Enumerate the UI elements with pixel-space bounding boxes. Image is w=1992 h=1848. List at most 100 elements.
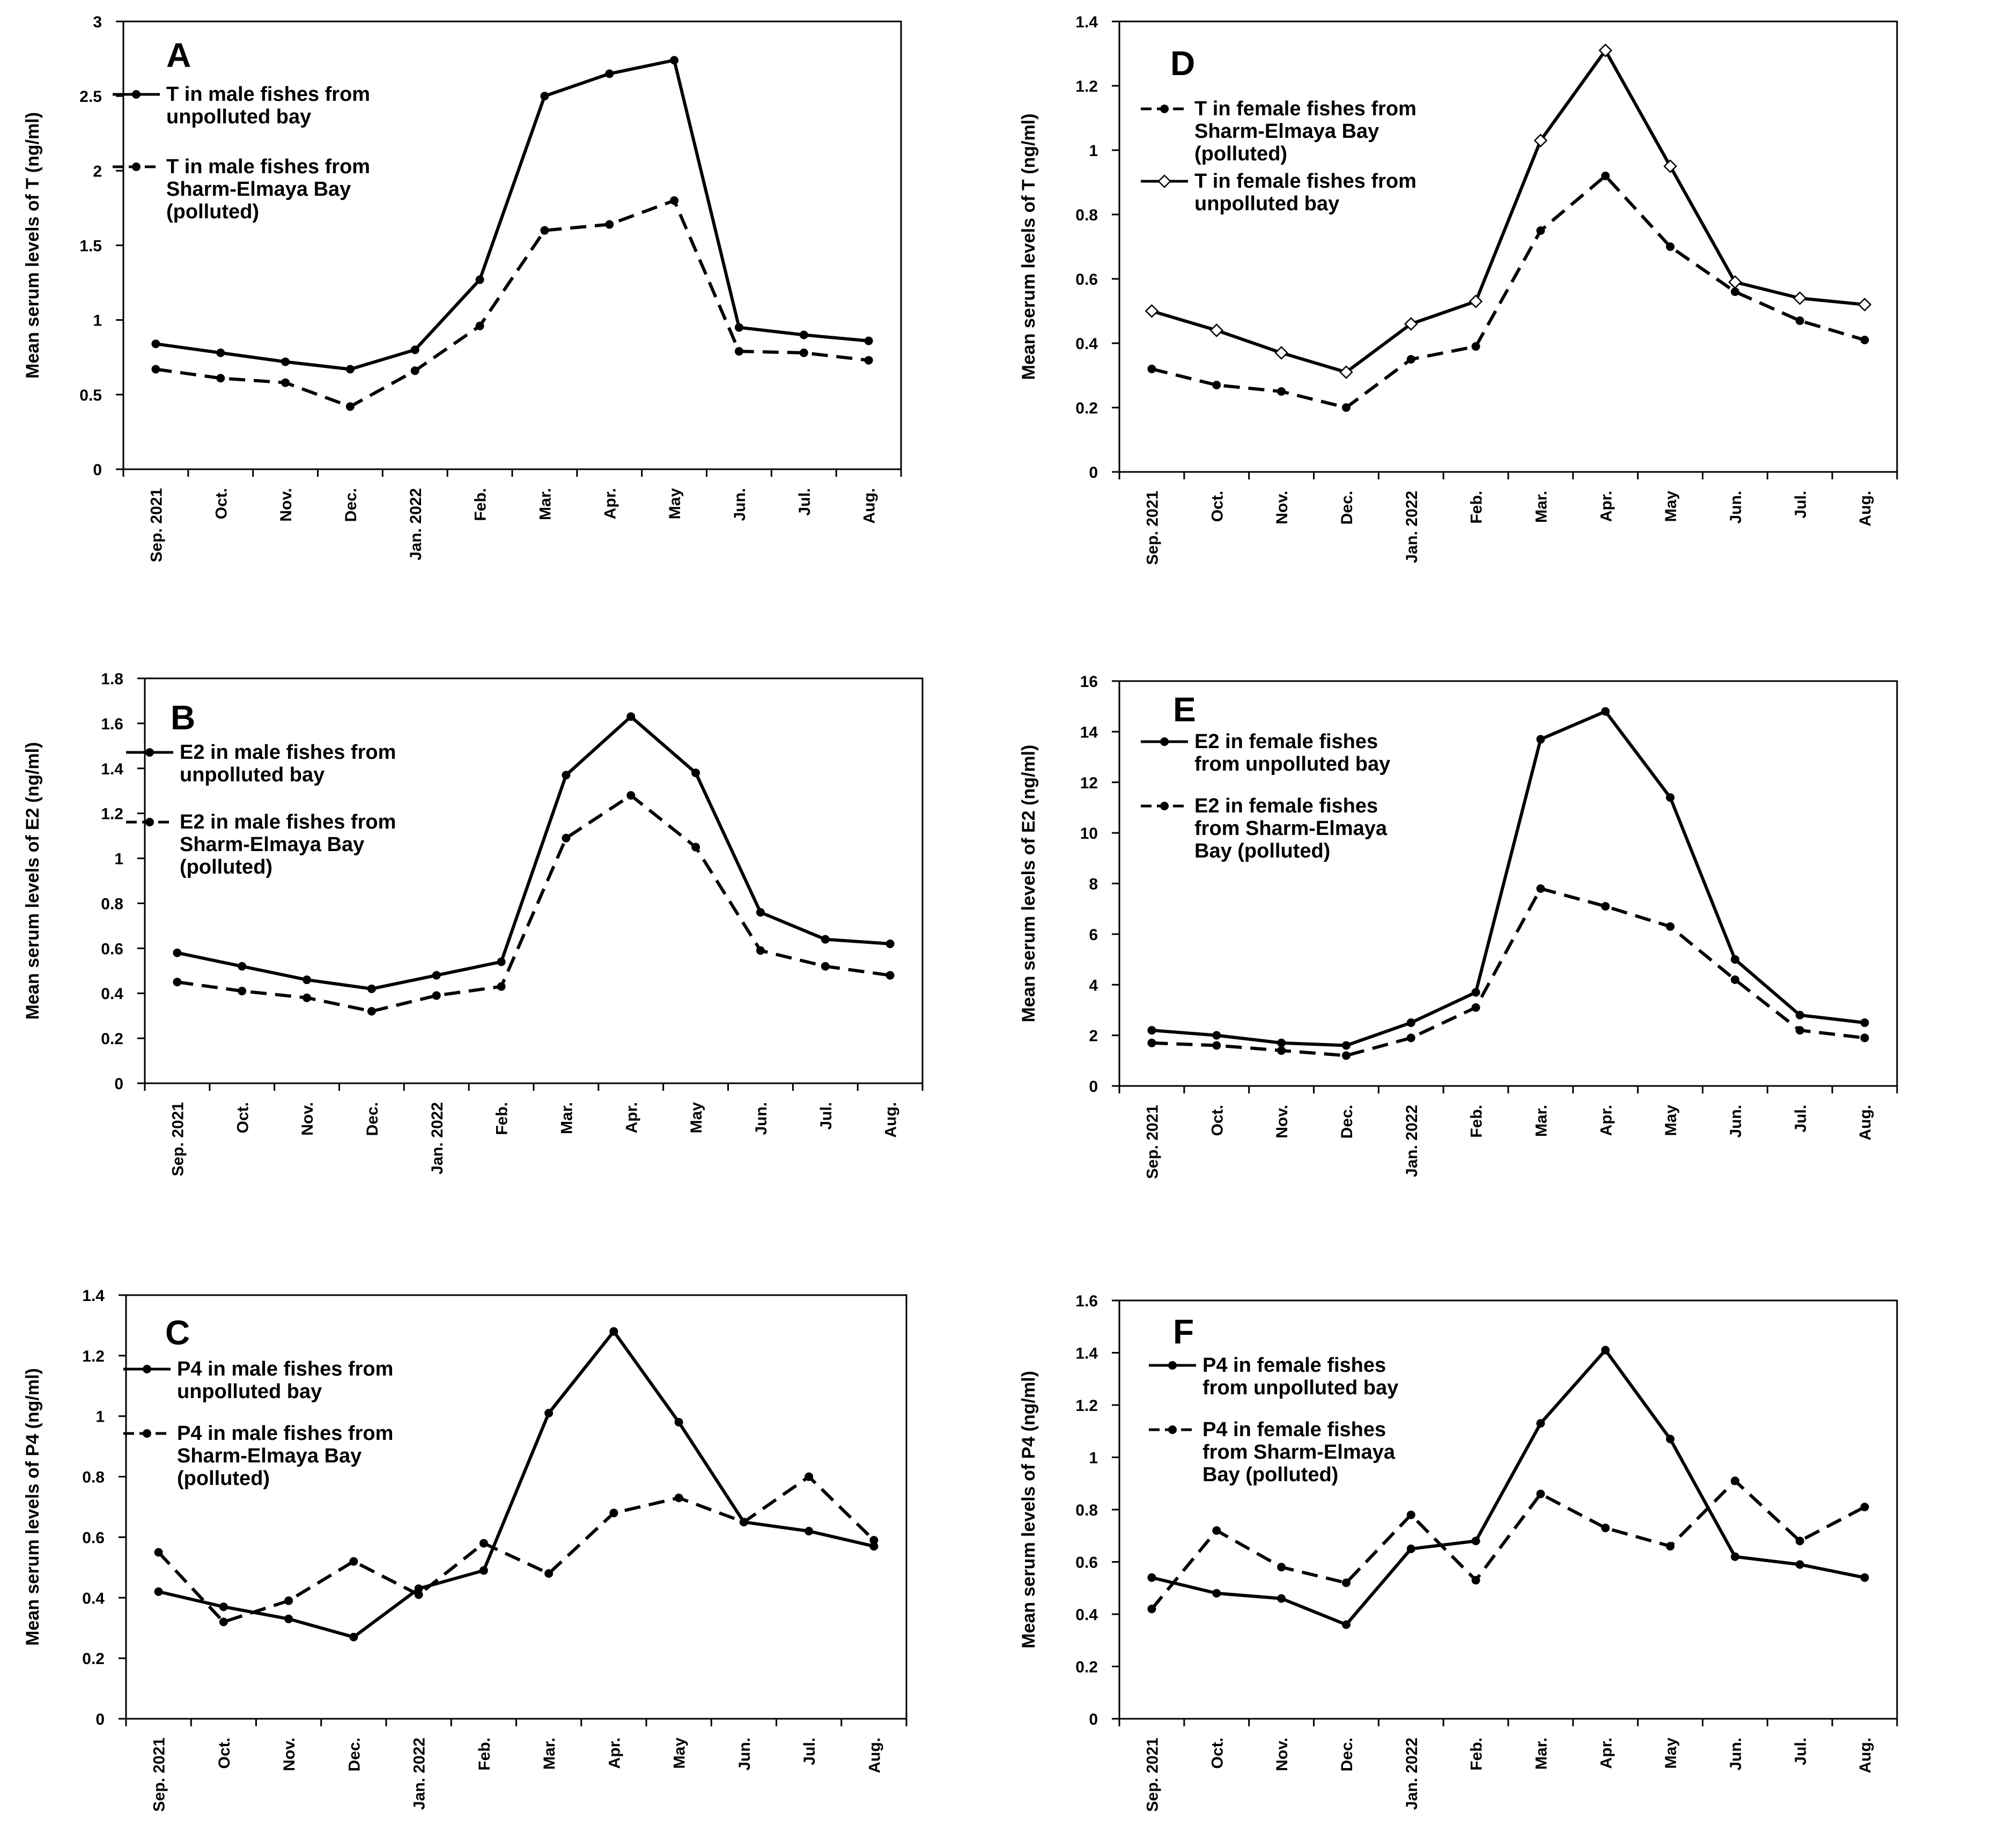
data-point xyxy=(821,962,830,971)
data-point xyxy=(475,321,484,330)
y-tick-label: 0.6 xyxy=(1075,1554,1098,1572)
y-tick-label: 1.4 xyxy=(101,760,123,778)
x-tick-label: Dec. xyxy=(1338,1738,1356,1771)
data-point xyxy=(605,220,614,229)
x-tick-label: Jan. 2022 xyxy=(1403,1105,1421,1177)
x-tick-label: Jan. 2022 xyxy=(407,488,425,560)
y-tick-label: 0.2 xyxy=(1075,1659,1098,1676)
data-point xyxy=(173,948,182,957)
x-tick-label: Mar. xyxy=(541,1738,558,1770)
x-tick-label: May xyxy=(671,1738,689,1769)
series-line xyxy=(1151,174,1865,409)
data-point xyxy=(284,1614,293,1623)
data-point xyxy=(1730,287,1739,296)
legend-label: from unpolluted bay xyxy=(1194,753,1390,775)
x-tick-label: Dec. xyxy=(1338,491,1356,524)
chart-svg: 0 0.2 0.4 0.6 0.8 1 1.2 1.4 1.6 1.8 Sep. 2021 Oct. N… xyxy=(23,670,924,1176)
x-tick-label: Mar. xyxy=(536,488,554,520)
legend-marker xyxy=(145,748,154,757)
data-point xyxy=(154,1587,163,1596)
data-point xyxy=(1147,1605,1156,1614)
y-tick-label: 2 xyxy=(1089,1028,1098,1045)
y-tick-label: 6 xyxy=(1089,926,1098,944)
y-tick-label: 0.2 xyxy=(82,1650,105,1668)
data-point xyxy=(303,993,312,1002)
x-tick-label: Jul. xyxy=(1792,1105,1810,1133)
legend-label: T in female fishes from xyxy=(1194,98,1416,120)
series-polluted xyxy=(1147,884,1869,1060)
legend-label: (polluted) xyxy=(1194,143,1287,165)
x-tick-label: Dec. xyxy=(342,488,360,522)
series-polluted xyxy=(151,196,873,411)
series-line xyxy=(157,1475,875,1624)
y-tick-label: 4 xyxy=(1089,977,1098,994)
x-tick-label: May xyxy=(1662,1738,1680,1769)
y-axis-label: Mean serum levels of T (ng/ml) xyxy=(23,112,43,379)
y-tick-label: 2.5 xyxy=(79,88,102,106)
x-tick-label: Jul. xyxy=(1792,491,1810,519)
legend-label: Bay (polluted) xyxy=(1202,1463,1338,1486)
data-point xyxy=(869,1542,879,1551)
data-point xyxy=(1860,1573,1869,1582)
series-unpolluted xyxy=(1145,43,1872,379)
series-line xyxy=(1150,1479,1865,1610)
legend-label: P4 in male fishes from xyxy=(177,1422,393,1445)
data-point xyxy=(410,345,419,354)
data-point xyxy=(345,365,355,374)
y-tick-label: 14 xyxy=(1080,723,1098,741)
x-tick-label: Jun. xyxy=(1727,1738,1745,1771)
data-point xyxy=(1536,226,1545,235)
data-point xyxy=(151,339,160,349)
data-point xyxy=(349,1557,358,1566)
chart-panel-f: 0 0.2 0.4 0.6 0.8 1 1.2 1.4 1.6 Sep. 2021 Oct. Nov.… xyxy=(996,1258,1992,1847)
series-line xyxy=(156,199,869,409)
data-point xyxy=(1536,1489,1545,1498)
legend-label: from Sharm-Elmaya xyxy=(1202,1441,1396,1463)
data-point xyxy=(1212,1526,1221,1535)
data-point xyxy=(345,402,355,411)
x-tick-label: Nov. xyxy=(1273,1738,1291,1771)
y-tick-label: 0 xyxy=(114,1075,123,1093)
data-point xyxy=(219,1617,228,1627)
data-point xyxy=(1533,134,1548,147)
legend-marker xyxy=(1160,105,1169,113)
legend-marker xyxy=(1160,802,1169,810)
series-polluted xyxy=(1147,1476,1869,1614)
data-point xyxy=(1147,1573,1156,1582)
legend-label: E2 in male fishes from xyxy=(180,741,396,764)
x-tick-label: Sep. 2021 xyxy=(169,1102,187,1176)
x-tick-label: Dec. xyxy=(1338,1105,1356,1139)
y-tick-label: 0.8 xyxy=(82,1469,105,1487)
data-point xyxy=(1666,922,1675,931)
data-point xyxy=(432,991,441,1000)
data-point xyxy=(886,939,895,948)
data-point xyxy=(216,348,225,357)
y-tick-label: 1 xyxy=(114,851,123,868)
x-tick-label: Aug. xyxy=(861,488,879,524)
data-point xyxy=(1536,1419,1545,1428)
x-tick-label: May xyxy=(1662,491,1680,522)
y-tick-label: 0.2 xyxy=(1075,400,1098,417)
legend-label: Sharm-Elmaya Bay xyxy=(180,833,364,856)
series-line xyxy=(1151,49,1865,374)
x-tick-label: Apr. xyxy=(1597,1738,1615,1769)
x-tick-label: Apr. xyxy=(623,1102,640,1133)
legend-label: (polluted) xyxy=(180,856,272,878)
x-tick-label: Jun. xyxy=(1727,1105,1745,1138)
chart-svg: 0 0.2 0.4 0.6 0.8 1 1.2 1.4 Sep. 2021 Oct. Nov. Dec… xyxy=(1019,13,1898,565)
plot-area xyxy=(144,677,924,1084)
data-point xyxy=(1730,1552,1739,1561)
x-tick-label: Jun. xyxy=(731,488,749,521)
data-point xyxy=(1277,387,1286,396)
legend-marker xyxy=(1168,1361,1177,1370)
x-tick-label: Nov. xyxy=(1273,1105,1291,1139)
data-point xyxy=(799,330,808,339)
y-tick-label: 1.8 xyxy=(101,670,123,688)
data-point xyxy=(1728,275,1742,289)
data-point xyxy=(1795,316,1804,325)
series-line xyxy=(158,1329,875,1639)
data-point xyxy=(410,366,419,375)
y-tick-label: 1 xyxy=(1089,142,1098,160)
